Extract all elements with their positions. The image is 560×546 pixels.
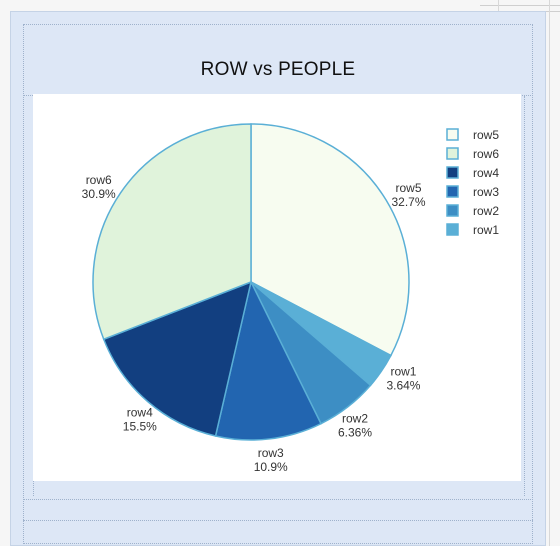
slice-percent-row5: 32.7% bbox=[391, 195, 425, 209]
slice-label-row5: row5 32.7% bbox=[391, 181, 425, 209]
pie-slice-row6 bbox=[92, 123, 252, 341]
slice-name-row5: row5 bbox=[395, 181, 421, 195]
legend-label-row3: row3 bbox=[473, 185, 499, 199]
slice-label-row4: row4 15.5% bbox=[123, 406, 157, 434]
chart-area: row5 32.7% row1 3.64% row2 6.36% row3 10.9% row4… bbox=[33, 94, 521, 481]
slice-label-row1: row1 3.64% bbox=[386, 365, 420, 393]
legend-swatch-row1 bbox=[446, 223, 459, 236]
background-line bbox=[480, 5, 560, 6]
legend-swatch-row6 bbox=[446, 147, 459, 160]
chart-title-area: ROW vs PEOPLE bbox=[23, 24, 533, 96]
slice-label-row3: row3 10.9% bbox=[254, 446, 288, 474]
panel-frame bbox=[23, 24, 533, 544]
slice-percent-row4: 15.5% bbox=[123, 420, 157, 434]
slice-percent-row1: 3.64% bbox=[386, 379, 420, 393]
slice-label-row2: row2 6.36% bbox=[338, 411, 372, 439]
legend-swatch-row3 bbox=[446, 185, 459, 198]
slice-label-row6: row6 30.9% bbox=[82, 173, 116, 201]
slice-name-row2: row2 bbox=[342, 411, 368, 425]
slice-percent-row2: 6.36% bbox=[338, 425, 372, 439]
slice-name-row1: row1 bbox=[390, 365, 416, 379]
chart-title: ROW vs PEOPLE bbox=[200, 58, 356, 80]
legend-swatch-row5 bbox=[446, 128, 459, 141]
legend-label-row1: row1 bbox=[473, 223, 499, 237]
background-line bbox=[549, 0, 550, 546]
slice-name-row4: row4 bbox=[127, 406, 153, 420]
panel-footer-divider bbox=[23, 499, 533, 501]
legend-label-row5: row5 bbox=[473, 128, 499, 142]
slice-name-row6: row6 bbox=[86, 173, 112, 187]
legend-label-row4: row4 bbox=[473, 166, 499, 180]
pie-chart: row5 32.7%row1 3.64%row2 6.36%row3 10.9%row4… bbox=[82, 123, 499, 474]
legend-label-row2: row2 bbox=[473, 204, 499, 218]
pie-slice-row5 bbox=[250, 123, 410, 357]
legend-swatch-row2 bbox=[446, 204, 459, 217]
slice-name-row3: row3 bbox=[258, 446, 284, 460]
slice-percent-row6: 30.9% bbox=[82, 187, 116, 201]
legend-swatch-row4 bbox=[446, 166, 459, 179]
pie-slice-row4 bbox=[102, 280, 253, 437]
slice-percent-row3: 10.9% bbox=[254, 460, 288, 474]
panel-footer-divider bbox=[23, 520, 533, 522]
legend-label-row6: row6 bbox=[473, 147, 499, 161]
